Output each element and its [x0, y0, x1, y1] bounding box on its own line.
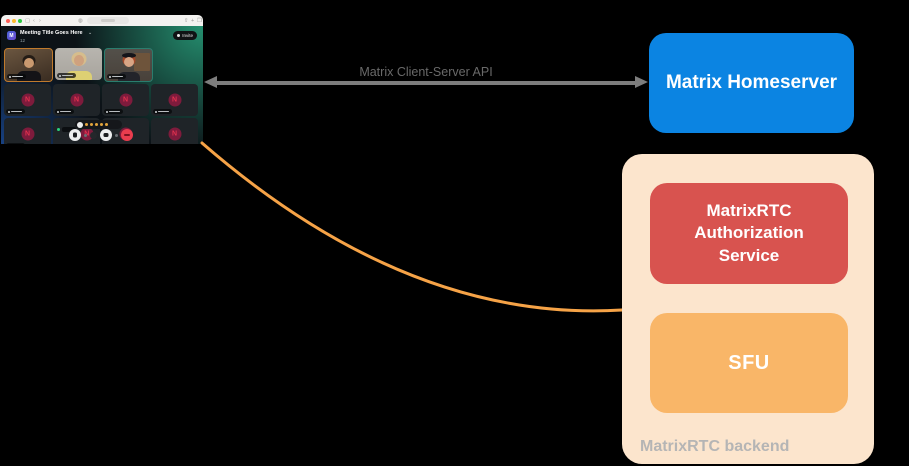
mic-button[interactable]: [69, 129, 81, 141]
participant-name-pill: [107, 74, 126, 79]
new-tab-icon[interactable]: +: [191, 17, 195, 24]
meeting-title: Meeting Title Goes Here: [20, 30, 83, 36]
room-avatar: M: [7, 31, 16, 40]
video-tile[interactable]: N: [4, 118, 51, 144]
authorization-service-label: MatrixRTC Authorization Service: [694, 201, 804, 265]
participant-name-pill: [6, 143, 25, 144]
sidebar-icon[interactable]: ▢: [25, 17, 31, 24]
video-tile[interactable]: [104, 48, 153, 82]
participant-name-pill: [6, 109, 25, 114]
participant-avatar: N: [70, 93, 83, 107]
video-grid: N N N N N: [4, 48, 200, 144]
mic-chevron-icon[interactable]: [84, 133, 87, 137]
minimize-window-button[interactable]: [12, 18, 16, 23]
sfu-label: SFU: [728, 351, 770, 374]
camera-button[interactable]: [100, 129, 112, 141]
arrow-head-right-icon: [635, 76, 648, 88]
reaction-dot-icon: [95, 123, 98, 126]
address-text-smudge: [101, 19, 115, 22]
participant-name-pill: [57, 73, 76, 78]
camera-chevron-icon[interactable]: [115, 133, 118, 137]
participant-name-pill: [153, 109, 172, 114]
screenshare-indicator: [57, 127, 76, 132]
reactions-bar[interactable]: [75, 120, 122, 129]
matrixrtc-backend-label: MatrixRTC backend: [640, 438, 790, 455]
call-controls: [69, 129, 133, 141]
close-window-button[interactable]: [6, 18, 10, 23]
zoom-window-button[interactable]: [18, 18, 22, 23]
video-tile[interactable]: N: [151, 84, 198, 116]
participant-name-pill: [104, 109, 123, 114]
hangup-button[interactable]: [121, 129, 133, 141]
participant-name-pill: [7, 74, 26, 79]
element-call-window: ▢ ‹ › ◍ ⇧ + ❐ M Meeting Title Goes Here …: [1, 15, 203, 144]
authorization-service-box: MatrixRTC Authorization Service: [650, 183, 848, 284]
video-tile[interactable]: [55, 48, 102, 80]
invite-icon: [177, 34, 181, 37]
browser-chrome: ▢ ‹ › ◍ ⇧ + ❐: [1, 15, 203, 26]
client-server-arrow: [215, 81, 637, 85]
video-tile[interactable]: N: [151, 118, 198, 144]
participant-avatar: N: [168, 127, 181, 141]
arrow-head-left-icon: [204, 76, 217, 88]
live-dot-icon: [57, 127, 60, 131]
participant-avatar: N: [168, 93, 181, 107]
reaction-dot-icon: [105, 123, 108, 126]
call-app: M Meeting Title Goes Here ⌄ 12 Invite: [1, 26, 203, 144]
shield-icon: ◍: [78, 17, 83, 24]
options-button[interactable]: [90, 131, 97, 139]
address-bar[interactable]: [87, 17, 129, 24]
participant-avatar: N: [21, 127, 34, 141]
api-arrow-label: Matrix Client-Server API: [359, 65, 493, 79]
headphones: [121, 53, 136, 58]
participant-count: 12: [20, 38, 26, 43]
forward-icon[interactable]: ›: [39, 17, 41, 24]
share-icon[interactable]: ⇧: [184, 17, 189, 24]
participant-avatar: N: [21, 93, 34, 107]
invite-button[interactable]: Invite: [173, 31, 197, 40]
chevron-down-icon[interactable]: ⌄: [88, 30, 93, 36]
reaction-dot-icon: [85, 123, 88, 126]
sfu-box: SFU: [650, 313, 848, 413]
tabs-icon[interactable]: ❐: [197, 17, 202, 24]
reaction-face-icon: [77, 121, 83, 128]
back-icon[interactable]: ‹: [33, 17, 35, 24]
participant-avatar: N: [119, 93, 132, 107]
reaction-dot-icon: [100, 123, 103, 126]
video-tile-speaker[interactable]: [4, 48, 53, 82]
video-tile[interactable]: N: [102, 84, 149, 116]
reaction-dot-icon: [90, 123, 93, 126]
call-header: M Meeting Title Goes Here ⌄ 12 Invite: [1, 26, 203, 47]
participant-name-pill: [55, 109, 74, 114]
matrix-homeserver-label: Matrix Homeserver: [665, 72, 838, 93]
video-tile[interactable]: N: [53, 84, 100, 116]
video-tile[interactable]: N: [4, 84, 51, 116]
matrix-homeserver-box: Matrix Homeserver: [649, 33, 854, 133]
invite-label: Invite: [182, 33, 193, 38]
